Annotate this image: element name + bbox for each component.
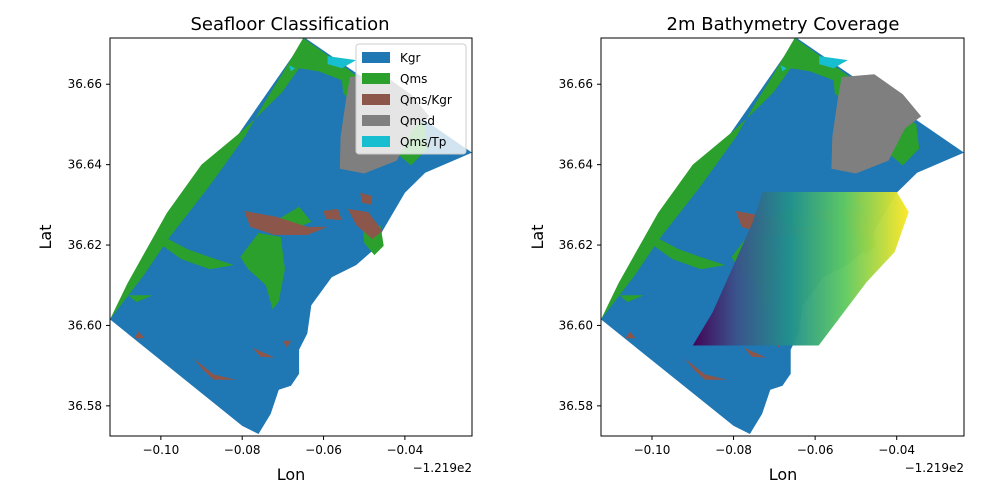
region-qmsd-r-17 [831, 74, 922, 174]
y-tick-label: 36.62 [68, 238, 102, 252]
x-tick-label: −0.04 [386, 443, 423, 457]
panel-seafloor-classification: Seafloor Classification −0.10 −0.08 −0.06−… [36, 14, 473, 484]
region-qms-kgr-13 [134, 331, 145, 339]
region-qms-8 [128, 295, 153, 303]
region-qms-tp-19 [289, 65, 296, 72]
legend-frame [355, 43, 467, 155]
y-axis-label-2: Lat [528, 225, 547, 250]
axes-frame-2 [600, 37, 965, 437]
region-qms-tp-r-18 [819, 56, 848, 69]
y-tick-label-r: 36.64 [559, 158, 593, 172]
region-qms-r-8 [619, 295, 644, 303]
legend-swatch [362, 52, 390, 63]
bathymetry-surface [692, 192, 909, 346]
axis-ticks-2: −0.10 −0.08 −0.06 −0.04 36.58 36.60 36.62 36.64… [559, 77, 915, 457]
bathymetry-raster [692, 192, 909, 346]
legend-label: Qmsd [400, 114, 435, 128]
y-tick-label: 36.60 [68, 318, 102, 332]
y-tick-label-r: 36.62 [559, 238, 593, 252]
chart-title: Seafloor Classification [190, 14, 389, 35]
region-qms-tp-18 [327, 56, 357, 69]
region-qms-kgr-r-13 [625, 331, 636, 339]
panel-bathymetry-coverage: 2m Bathymetry Coverage −0.10 −0.08 −0.06 −0… [528, 14, 965, 484]
x-axis-label-2: Lon [769, 465, 798, 484]
region-qms-kgr-14 [282, 340, 291, 348]
region-qms-kgr-11 [347, 208, 383, 239]
legend-swatch [362, 94, 390, 105]
x-tick-label: −0.10 [142, 443, 179, 457]
y-tick-label-r: 36.66 [559, 77, 593, 91]
legend-label: Kgr [400, 51, 420, 65]
region-qms-kgr-16 [193, 358, 237, 380]
y-tick-label-r: 36.58 [559, 399, 593, 413]
legend-swatch [362, 115, 390, 126]
x-tick-label-r: −0.08 [715, 443, 752, 457]
x-tick-label-r: −0.10 [634, 443, 671, 457]
y-axis-label: Lat [36, 225, 55, 250]
legend-label: Qms [400, 72, 427, 86]
region-qms-kgr-9 [244, 210, 328, 235]
region-qms-kgr-r-16 [684, 358, 728, 380]
region-qms-kgr-r-15 [743, 347, 767, 358]
y-tick-label: 36.66 [68, 77, 102, 91]
y-tick-label: 36.64 [68, 158, 102, 172]
legend-swatch [362, 73, 390, 84]
x-offset-text: −1.219e2 [413, 461, 472, 475]
region-qms-tp-r-19 [780, 65, 787, 72]
x-tick-label: −0.08 [224, 443, 261, 457]
x-tick-label: −0.06 [305, 443, 342, 457]
legend-label: Qms/Kgr [400, 93, 452, 107]
x-offset-text-2: −1.219e2 [905, 461, 964, 475]
region-qms-r-4 [647, 233, 726, 270]
legend-swatch [362, 136, 390, 147]
x-tick-label-r: −0.04 [878, 443, 915, 457]
legend-label: Qms/Tp [400, 135, 446, 149]
region-qms-kgr-12 [360, 192, 373, 205]
axis-ticks: −0.10 −0.08 −0.06 −0.04 36.58 36.60 36.62 36.64… [68, 77, 424, 457]
region-qms-kgr-15 [252, 347, 275, 358]
region-qms-4 [156, 233, 235, 270]
y-tick-label: 36.58 [68, 399, 102, 413]
region-qms-5 [240, 233, 285, 310]
axes-frame [109, 37, 473, 437]
region-qms-kgr-10 [323, 208, 342, 221]
y-tick-label-r: 36.60 [559, 318, 593, 332]
chart-title-2: 2m Bathymetry Coverage [667, 14, 900, 35]
legend: Kgr Qms Qms/Kgr Qmsd Qms/Tp [355, 43, 467, 155]
x-tick-label-r: −0.06 [797, 443, 834, 457]
x-axis-label: Lon [277, 465, 306, 484]
